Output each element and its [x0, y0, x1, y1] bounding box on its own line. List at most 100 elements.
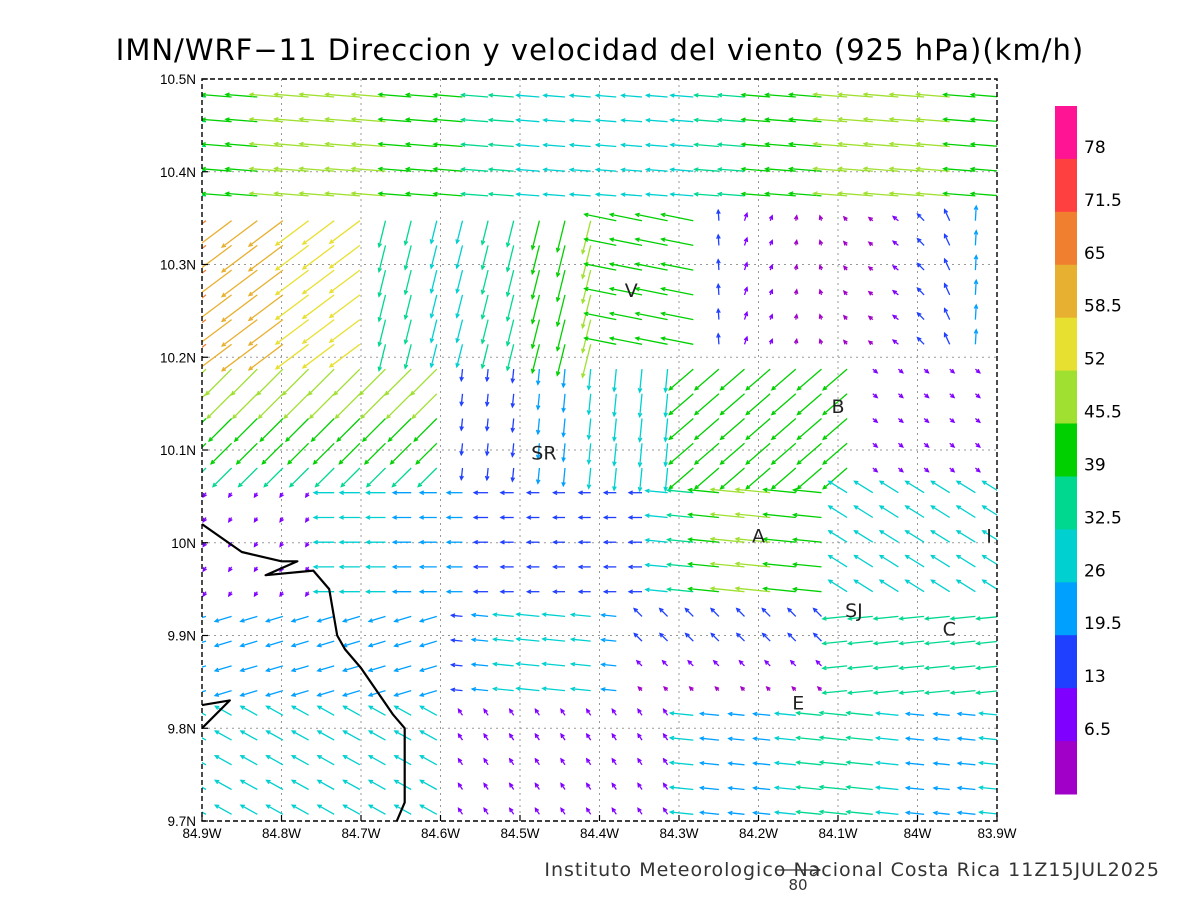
wind-vector — [1001, 369, 1005, 373]
wind-vector — [387, 418, 412, 443]
wind-vector — [975, 640, 997, 646]
wind-vector — [316, 689, 335, 697]
wind-vector — [418, 689, 437, 697]
wind-vector — [239, 665, 258, 673]
wind-vector — [264, 689, 284, 697]
wind-vector — [658, 632, 669, 642]
wind-vector — [1001, 394, 1005, 398]
wind-vector — [480, 294, 489, 320]
wind-vector — [534, 732, 540, 741]
wind-vector — [455, 319, 464, 344]
wind-vector — [338, 515, 360, 520]
wind-vector — [745, 467, 771, 490]
wind-vector — [956, 736, 976, 741]
wind-vector — [752, 736, 771, 742]
wind-vector — [888, 191, 925, 197]
wind-vector — [324, 141, 360, 148]
wind-vector — [981, 530, 997, 541]
wind-vector — [743, 310, 749, 320]
wind-vector — [419, 804, 438, 815]
wind-vector — [846, 615, 873, 621]
wind-vector — [530, 220, 541, 251]
wind-vector — [916, 262, 925, 271]
wind-vector — [898, 640, 925, 646]
wind-vector — [611, 708, 617, 716]
wind-vector — [445, 564, 463, 570]
wind-vector — [904, 810, 925, 816]
wind-vector — [633, 632, 643, 642]
city-label: SJ — [845, 600, 863, 622]
wind-vector — [288, 467, 310, 488]
wind-vector — [916, 237, 925, 246]
wind-vector — [470, 612, 489, 618]
wind-vector — [727, 711, 745, 717]
wind-vector — [583, 212, 617, 222]
wind-vector — [930, 554, 951, 568]
wind-vector — [429, 319, 438, 344]
wind-vector — [795, 785, 822, 791]
wind-vector — [585, 807, 592, 815]
wind-vector — [508, 757, 515, 766]
wind-vector — [555, 294, 566, 328]
wind-vector — [391, 564, 412, 570]
wind-vector — [709, 487, 745, 494]
wind-vector — [534, 782, 540, 790]
wind-vector — [666, 512, 694, 519]
wind-vector — [542, 117, 566, 123]
wind-vector — [586, 418, 592, 441]
wind-vector — [634, 237, 668, 247]
wind-vector — [202, 566, 207, 573]
wind-vector — [202, 319, 232, 343]
wind-vector — [220, 343, 258, 372]
wind-vector — [930, 505, 951, 519]
wind-vector — [274, 343, 309, 370]
wind-vector — [693, 418, 720, 441]
wind-vector — [668, 368, 694, 391]
wind-vector — [391, 490, 412, 496]
wind-vector — [459, 393, 464, 407]
wind-vector — [773, 810, 796, 815]
wind-vector — [684, 607, 694, 617]
wind-vector — [791, 686, 797, 692]
wind-vector — [418, 665, 437, 673]
wind-vector — [460, 142, 489, 148]
wind-vector — [290, 705, 309, 716]
wind-vector — [693, 167, 719, 172]
wind-vector — [449, 638, 463, 643]
wind-vector — [974, 368, 981, 374]
wind-vector — [365, 490, 386, 496]
wind-vector — [727, 785, 745, 791]
colorbar-swatch — [1055, 688, 1077, 742]
wind-vector — [943, 307, 951, 320]
wind-vector — [727, 761, 745, 766]
colorbar-label: 6.5 — [1084, 720, 1111, 740]
wind-vector — [224, 117, 258, 123]
wind-vector — [602, 490, 617, 496]
wind-vector — [530, 269, 541, 300]
wind-vector — [247, 343, 284, 371]
wind-vector — [227, 517, 233, 523]
wind-vector — [660, 237, 694, 247]
wind-vector — [505, 245, 515, 273]
wind-vector — [853, 579, 874, 593]
wind-vector — [878, 530, 899, 543]
wind-vector — [973, 229, 979, 246]
wind-vector — [740, 191, 771, 197]
wind-vector — [487, 117, 514, 123]
wind-vector — [568, 192, 591, 197]
wind-vector — [763, 117, 796, 123]
wind-vector — [773, 711, 796, 716]
wind-vector — [419, 754, 438, 766]
wind-vector — [867, 241, 874, 247]
wind-vector — [916, 212, 925, 222]
wind-vector — [770, 393, 797, 416]
wind-vector — [791, 586, 822, 593]
wind-vector — [842, 314, 848, 321]
wind-vector — [660, 286, 694, 296]
wind-vector — [525, 564, 540, 570]
wind-vector — [202, 294, 232, 318]
wind-vector — [981, 579, 997, 590]
wind-vector — [555, 344, 566, 377]
wind-vector — [853, 480, 874, 494]
wind-vector — [460, 92, 489, 98]
